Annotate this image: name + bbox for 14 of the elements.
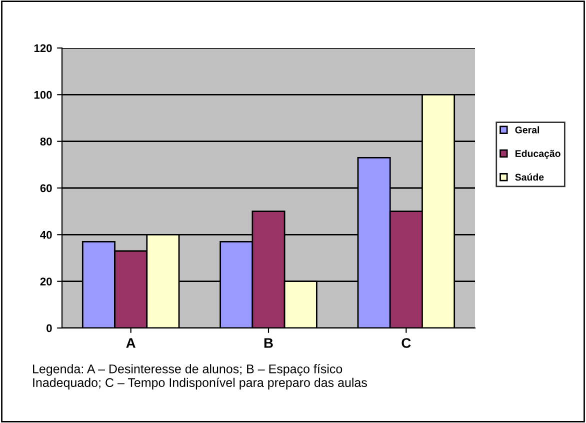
y-tick-label: 80	[40, 138, 52, 146]
legend-label: Educação	[516, 150, 560, 159]
y-tick-label: 60	[40, 184, 52, 192]
y-tick-label: 40	[40, 230, 52, 239]
y-tick-label: 100	[34, 90, 52, 99]
y-tick-label: 0	[46, 324, 52, 332]
y-tick-label: 20	[40, 278, 52, 286]
x-tick-label: C	[402, 338, 411, 348]
legend-label: Geral	[515, 126, 540, 134]
y-tick-label: 120	[34, 44, 52, 52]
text: Legenda: A – Desinteresse de alunos; B – Espaço físico Inadequado; C – Tempo Indisponível para preparo das aulas	[33, 364, 367, 390]
x-tick-label: A	[126, 338, 136, 348]
legend-label: Saúde	[515, 173, 544, 181]
x-tick-label: B	[264, 338, 273, 348]
